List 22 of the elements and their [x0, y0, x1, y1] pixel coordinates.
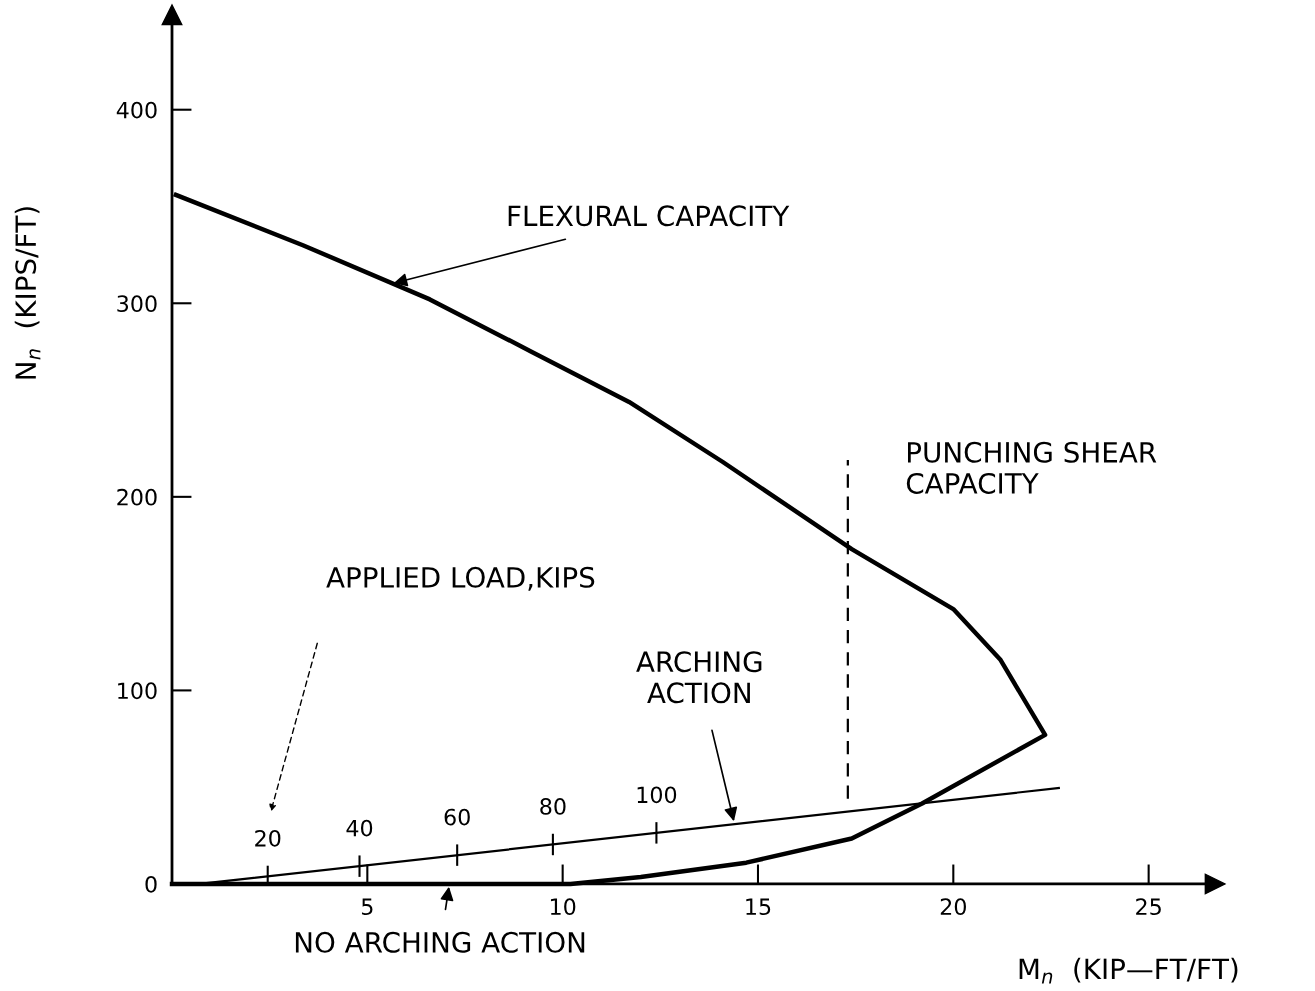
y-tick-label: 100: [118, 682, 157, 700]
y-tick-label: 0: [145, 875, 157, 893]
annotation: 80: [540, 798, 566, 815]
annotation: 40: [346, 819, 373, 837]
annotation: 20: [255, 829, 281, 847]
annotation: 100: [637, 786, 677, 804]
annotation: 60: [444, 808, 470, 826]
annotation: ARCHING ACTION: [636, 651, 762, 704]
x-tick-label: 15: [746, 898, 771, 916]
x-tick-label: 10: [550, 898, 576, 916]
annotation: APPLIED LOAD,KIPS: [326, 566, 595, 591]
annotation: PUNCHING SHEAR CAPACITY: [906, 441, 1157, 494]
y-tick-label: 300: [117, 295, 157, 313]
y-tick-label: 200: [117, 488, 157, 506]
x-tick-label: 25: [1136, 898, 1161, 916]
x-tick-label: 20: [940, 898, 966, 916]
y-tick-label: 400: [116, 101, 157, 119]
x-tick-label: 5: [361, 898, 373, 916]
annotation: NO ARCHING ACTION: [295, 931, 585, 953]
annotation: FLEXURAL CAPACITY: [508, 205, 790, 227]
x-axis-title: M$_{n}$ (KIP—FT/FT): [1019, 957, 1238, 984]
y-axis-title: N$_{n}$ (KIPS/FT): [14, 207, 41, 379]
